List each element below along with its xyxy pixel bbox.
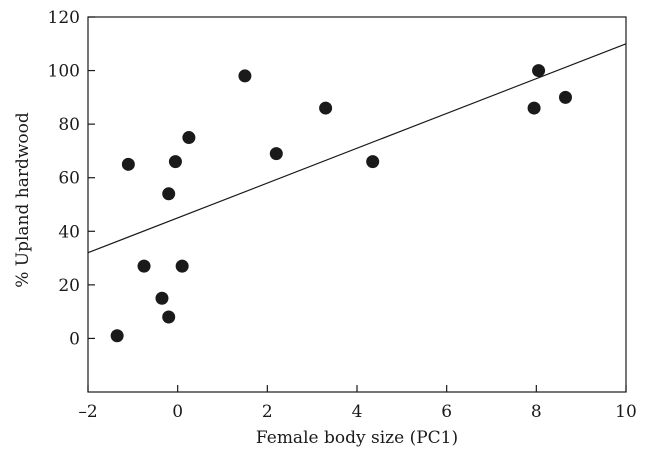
- plot-frame: [87, 16, 627, 393]
- x-axis-ticks: –2 0 2 4 6 8 10: [78, 385, 637, 422]
- x-tick-label: 8: [531, 402, 542, 422]
- y-tick-label: 100: [48, 62, 80, 82]
- x-axis-label: Female body size (PC1): [256, 428, 458, 448]
- x-tick-label: 2: [262, 402, 273, 422]
- y-tick-label: 0: [69, 329, 80, 349]
- data-point: [155, 291, 169, 305]
- x-tick-label: 0: [172, 402, 183, 422]
- x-tick-label: 6: [441, 402, 452, 422]
- x-tick-label: –2: [78, 402, 97, 422]
- data-point: [110, 329, 124, 343]
- data-point: [238, 69, 252, 83]
- data-point: [182, 131, 196, 145]
- x-tick-label: 10: [615, 402, 637, 422]
- y-tick-label: 20: [58, 276, 80, 296]
- data-point: [168, 155, 182, 169]
- data-point: [137, 259, 151, 273]
- y-tick-label: 120: [48, 8, 80, 28]
- trend-line: [87, 43, 627, 254]
- y-tick-label: 80: [58, 115, 80, 135]
- data-point: [319, 101, 333, 115]
- chart-axes: [87, 16, 627, 393]
- data-point: [162, 310, 176, 324]
- data-point: [162, 187, 176, 201]
- trend-line-layer: [87, 43, 627, 254]
- y-tick-label: 60: [58, 169, 80, 189]
- data-point: [366, 155, 380, 169]
- data-point: [527, 101, 541, 115]
- data-point: [532, 64, 546, 78]
- x-tick-label: 4: [352, 402, 363, 422]
- y-tick-label: 40: [58, 222, 80, 242]
- y-axis-ticks: 0 20 40 60 80 100 120: [48, 8, 95, 349]
- data-point: [175, 259, 189, 273]
- data-point: [121, 157, 135, 171]
- data-point: [269, 147, 283, 161]
- data-point: [558, 90, 572, 104]
- y-axis-label: % Upland hardwood: [13, 112, 33, 288]
- data-points: [110, 64, 572, 343]
